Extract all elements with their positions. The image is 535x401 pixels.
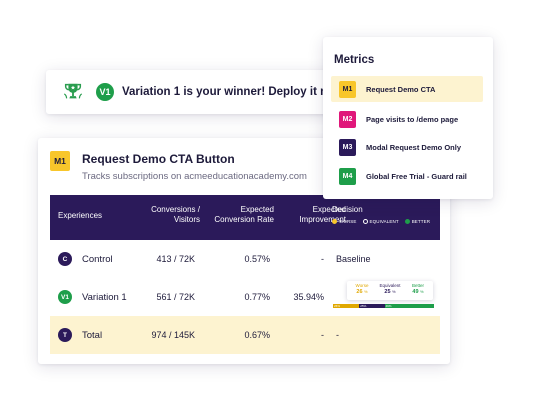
tooltip-better-label: Better <box>411 283 424 288</box>
metric-badge: M1 <box>50 151 70 171</box>
legend-equivalent-label: EQUIVALENT <box>369 219 399 224</box>
tooltip-better: Better 49 % <box>404 283 432 295</box>
legend-worse: WORSE <box>332 219 357 224</box>
header-conversions: Conversions / Visitors <box>151 205 200 224</box>
variation-badge: V1 <box>58 290 72 304</box>
header-experiences: Experiences <box>58 211 103 220</box>
row-name: Total <box>82 330 103 341</box>
row-name: Control <box>82 254 113 265</box>
metric-label: Page visits to /demo page <box>366 114 459 124</box>
metric-badge-m4: M4 <box>339 167 356 185</box>
legend-dot-worse <box>332 219 337 224</box>
row-conversions: 974 / 145K <box>151 330 195 340</box>
metric-item-m4[interactable]: M4 Global Free Trial - Guard rail <box>331 163 483 189</box>
trophy-icon <box>63 83 83 99</box>
report-subtitle: Tracks subscriptions on acmeeducationaca… <box>82 171 307 182</box>
tooltip-better-value: 49 % <box>404 289 432 295</box>
decision-legend: WORSE EQUIVALENT BETTER <box>332 219 430 224</box>
row-decision: - <box>336 330 339 340</box>
table-row-variation-1[interactable]: V1 Variation 1 561 / 72K 0.77% 35.94% Wo… <box>50 278 440 316</box>
row-conversion-rate: 0.67% <box>244 330 270 340</box>
better-value: 49 <box>412 289 419 295</box>
metric-badge-m1: M1 <box>339 80 356 98</box>
row-name: Variation 1 <box>82 292 127 303</box>
tooltip-worse: Worse 26 % <box>348 283 376 295</box>
tooltip-worse-label: Worse <box>355 283 369 288</box>
row-conversions: 413 / 72K <box>156 254 195 264</box>
header-decision: Decision <box>332 205 363 214</box>
tooltip-worse-value: 26 % <box>348 289 376 295</box>
metric-badge-m3: M3 <box>339 138 356 156</box>
legend-better-label: BETTER <box>411 219 431 224</box>
table-row-control[interactable]: C Control 413 / 72K 0.57% - Baseline <box>50 240 440 278</box>
header-improvement: Expected Improvement <box>299 205 346 224</box>
tooltip-equivalent: Equivalent 25 % <box>376 283 404 295</box>
row-conversion-rate: 0.77% <box>244 292 270 302</box>
equivalent-value: 25 <box>384 289 391 295</box>
bar-segment-better: 49% <box>384 304 434 308</box>
metric-label: Request Demo CTA <box>366 84 436 94</box>
total-badge: T <box>58 328 72 342</box>
worse-unit: % <box>364 289 368 294</box>
decision-tooltip: Worse 26 % Equivalent 25 % Better 49 % <box>347 281 433 300</box>
row-improvement: - <box>321 330 324 340</box>
metric-label: Global Free Trial - Guard rail <box>366 171 467 181</box>
legend-dot-equivalent <box>362 219 368 224</box>
row-improvement: 35.94% <box>293 292 324 302</box>
legend-worse-label: WORSE <box>339 219 357 224</box>
metric-item-m1[interactable]: M1 Request Demo CTA <box>331 76 483 102</box>
decision-probability-chart[interactable]: Worse 26 % Equivalent 25 % Better 49 % 2… <box>333 281 434 315</box>
row-improvement: - <box>321 254 324 264</box>
winner-message: Variation 1 is your winner! Deploy it no… <box>122 86 346 98</box>
table-header: Experiences Conversions / Visitors Expec… <box>50 195 440 240</box>
decision-bar: 26% 25% 49% <box>333 304 434 308</box>
variation-1-badge: V1 <box>96 83 114 101</box>
header-conversion-rate: Expected Conversion Rate <box>214 205 274 224</box>
table-row-total: T Total 974 / 145K 0.67% - - <box>50 316 440 354</box>
report-title: Request Demo CTA Button <box>82 152 235 166</box>
bar-segment-worse: 26% <box>333 304 360 308</box>
metric-item-m3[interactable]: M3 Modal Request Demo Only <box>331 134 483 160</box>
metrics-panel: Metrics M1 Request Demo CTA M2 Page visi… <box>323 37 493 199</box>
row-conversions: 561 / 72K <box>156 292 195 302</box>
worse-value: 26 <box>356 289 363 295</box>
bar-segment-equivalent: 25% <box>359 304 385 308</box>
tooltip-equivalent-value: 25 % <box>376 289 404 295</box>
legend-equivalent: EQUIVALENT <box>362 219 399 224</box>
equivalent-unit: % <box>392 289 396 294</box>
legend-better: BETTER <box>404 219 431 224</box>
metric-label: Modal Request Demo Only <box>366 142 462 152</box>
row-decision: Baseline <box>336 254 371 264</box>
metric-badge-m2: M2 <box>339 110 356 128</box>
metrics-title: Metrics <box>334 54 375 66</box>
legend-dot-better <box>404 219 410 224</box>
results-table: Experiences Conversions / Visitors Expec… <box>50 195 440 354</box>
tooltip-equivalent-label: Equivalent <box>379 283 401 288</box>
control-badge: C <box>58 252 72 266</box>
better-unit: % <box>420 289 424 294</box>
winner-banner: V1 Variation 1 is your winner! Deploy it… <box>46 70 346 114</box>
row-conversion-rate: 0.57% <box>244 254 270 264</box>
metric-item-m2[interactable]: M2 Page visits to /demo page <box>331 106 483 132</box>
